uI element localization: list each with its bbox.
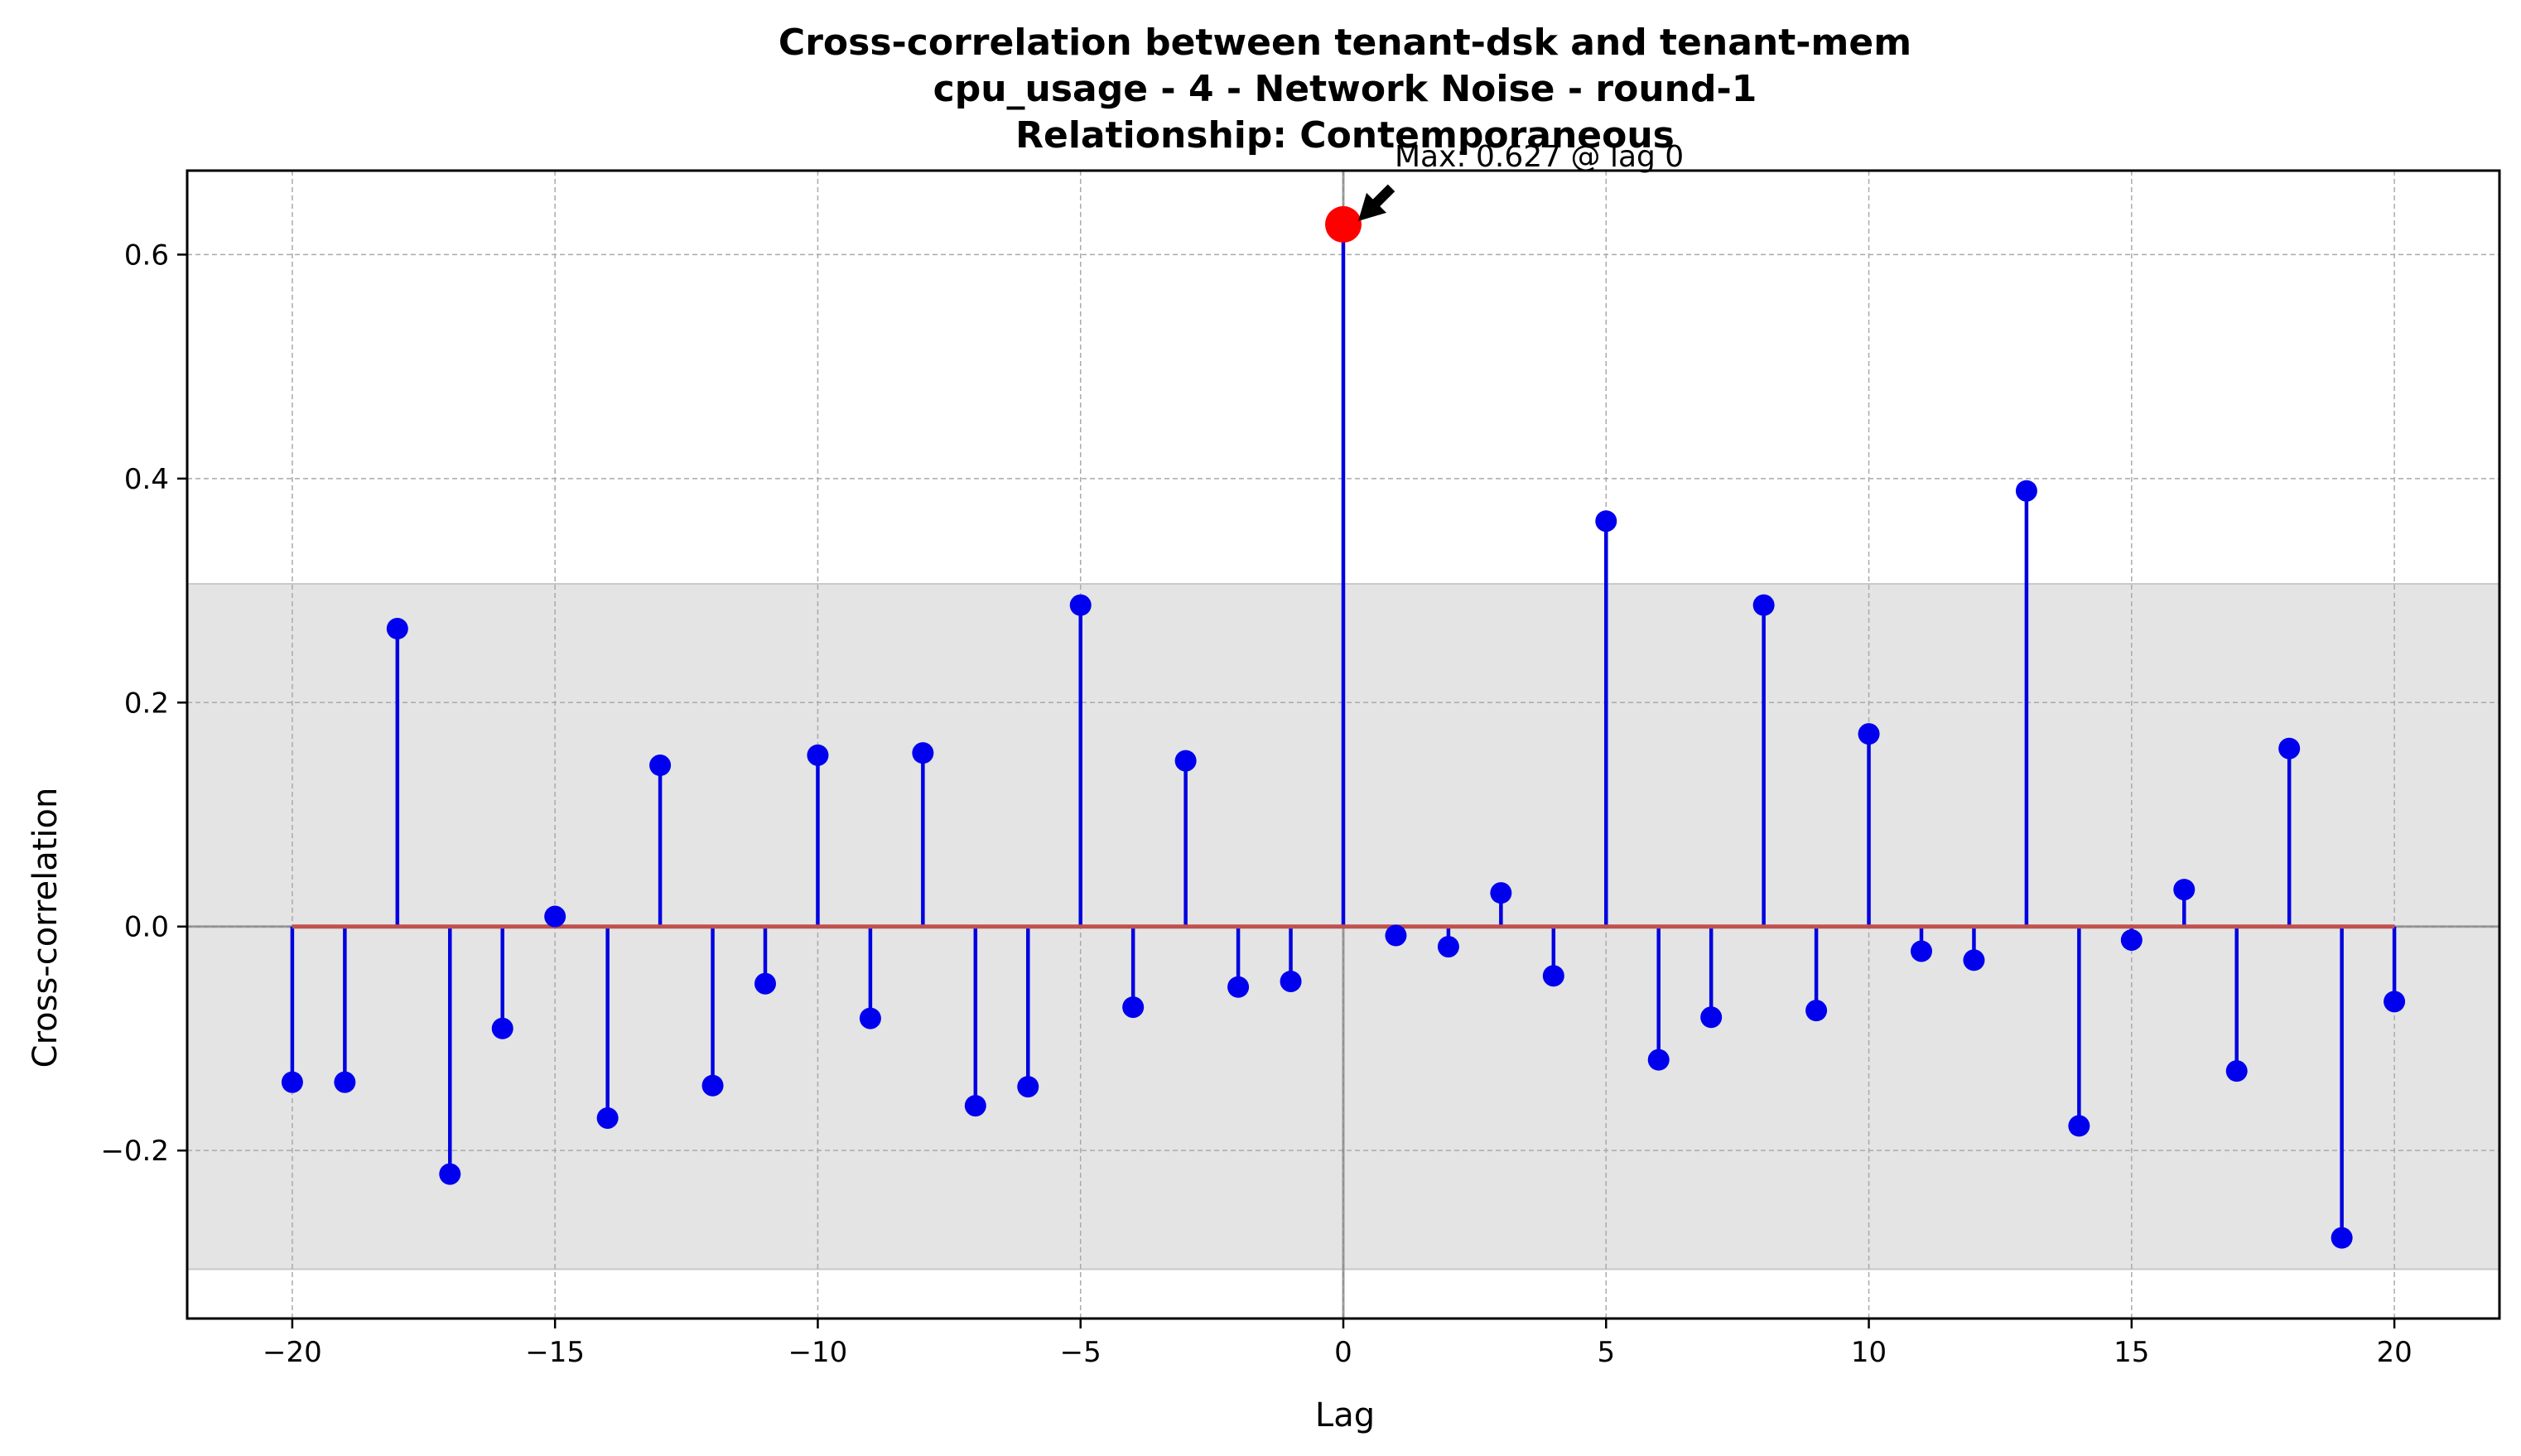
stem-marker: [964, 1095, 986, 1117]
stem-marker: [1647, 1049, 1670, 1071]
x-tick-label: 20: [2376, 1336, 2412, 1369]
stem-marker: [1280, 970, 1302, 992]
chart-title: Cross-correlation between tenant-dsk and…: [778, 22, 1911, 64]
stem-marker: [2173, 879, 2196, 901]
max-annotation-label: Max: 0.627 @ lag 0: [1395, 140, 1684, 174]
stem-marker: [649, 755, 672, 777]
stem-marker: [281, 1071, 303, 1093]
max-marker: [1325, 205, 1362, 243]
stem-marker: [2331, 1227, 2353, 1249]
x-tick-label: 0: [1334, 1336, 1352, 1369]
x-tick-label: −20: [263, 1336, 322, 1369]
y-tick-label: 0.4: [124, 463, 169, 496]
stem-marker: [596, 1106, 619, 1129]
stem-marker: [1385, 924, 1407, 947]
stem-marker: [1227, 976, 1250, 998]
stem-marker: [334, 1071, 356, 1093]
x-tick-label: 10: [1851, 1336, 1887, 1369]
stem-marker: [1542, 965, 1564, 987]
stem-marker: [1490, 882, 1512, 904]
stem-marker: [1595, 510, 1617, 533]
stem-marker: [1963, 949, 1985, 971]
stem-marker: [2278, 737, 2301, 759]
chart-titles: Cross-correlation between tenant-dsk and…: [778, 22, 1911, 157]
x-tick-label: −15: [525, 1336, 585, 1369]
stem-marker: [1017, 1076, 1039, 1098]
stem-marker: [1752, 594, 1775, 616]
stem-marker: [807, 744, 829, 766]
y-axis-ticks: −0.2 0.0 0.2 0.4 0.6: [100, 239, 187, 1168]
stem-series: [290, 224, 2397, 1238]
stem-marker: [386, 618, 408, 640]
max-annotation: Max: 0.627 @ lag 0: [1358, 140, 1684, 221]
stem-marker: [2384, 991, 2406, 1013]
stem-marker: [2015, 480, 2037, 502]
y-tick-label: −0.2: [100, 1135, 169, 1168]
y-tick-label: 0.6: [124, 239, 169, 272]
x-axis-label: Lag: [1315, 1396, 1375, 1434]
stem-marker: [859, 1007, 881, 1029]
annotation-arrow-head: [1358, 192, 1386, 221]
stem-marker: [544, 905, 566, 928]
stem-marker: [491, 1017, 513, 1039]
x-tick-label: −10: [788, 1336, 848, 1369]
x-axis-ticks: −20 −15 −10 −5 0 5 10 15 20: [263, 1319, 2413, 1369]
stem-marker: [1858, 723, 1880, 745]
stem-marker: [2068, 1115, 2090, 1137]
stem-marker: [1174, 750, 1197, 772]
stem-marker: [2120, 928, 2143, 951]
stem-marker: [2225, 1060, 2248, 1082]
stem-marker: [701, 1074, 724, 1097]
stem-marker: [1911, 940, 1932, 962]
stem-marker: [1122, 996, 1145, 1019]
marker-series: [281, 205, 2406, 1249]
stem-marker: [1700, 1006, 1723, 1029]
stem-marker: [912, 742, 934, 764]
x-tick-label: 15: [2114, 1336, 2149, 1369]
stem-marker: [1805, 1000, 1828, 1022]
chart-subtitle: cpu_usage - 4 - Network Noise - round-1: [933, 68, 1757, 110]
stem-marker: [754, 972, 776, 995]
stem-marker: [439, 1163, 461, 1185]
y-axis-label: Cross-correlation: [27, 788, 65, 1068]
chart-relationship: Relationship: Contemporaneous: [1015, 114, 1675, 157]
x-tick-label: −5: [1060, 1336, 1101, 1369]
stem-marker: [1069, 594, 1092, 616]
y-tick-label: 0.2: [124, 687, 169, 720]
x-tick-label: 5: [1597, 1336, 1615, 1369]
y-tick-label: 0.0: [124, 911, 169, 944]
stem-marker: [1437, 936, 1459, 958]
